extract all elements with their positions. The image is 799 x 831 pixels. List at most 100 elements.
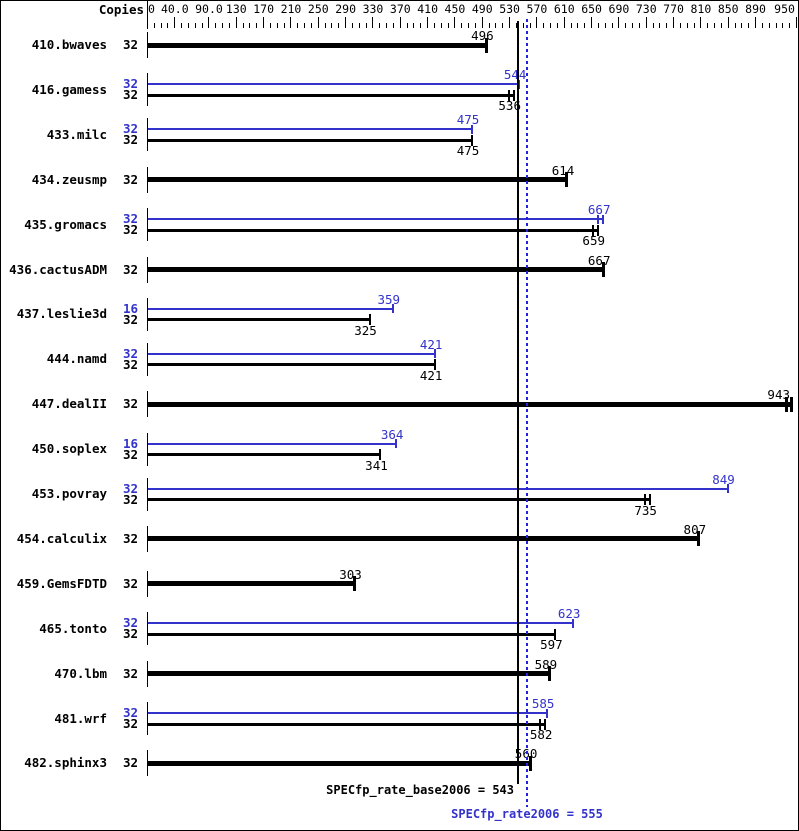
axis-tick	[324, 23, 326, 28]
copies-value: 32	[122, 716, 138, 731]
axis-tick	[509, 17, 511, 28]
axis-tick	[242, 23, 244, 28]
axis-tick	[420, 23, 422, 28]
copies-value: 32	[122, 87, 138, 103]
axis-tick	[372, 17, 374, 28]
axis-tick	[399, 17, 401, 28]
axis-tick	[331, 23, 333, 28]
ref-line-base	[517, 21, 520, 784]
bar-end-tick	[471, 124, 474, 134]
score-label: 807	[683, 521, 707, 537]
benchmark-label: 433.milc	[46, 126, 107, 142]
axis-tick	[570, 23, 572, 28]
axis-tick-label: 450	[444, 2, 466, 16]
peak-rate-summary: SPECfp_rate2006 = 555	[451, 807, 603, 821]
axis-tick	[345, 17, 347, 28]
row-baseline	[147, 297, 148, 331]
axis-tick	[222, 23, 224, 28]
axis-tick	[181, 23, 183, 28]
copies-value: 16	[122, 435, 138, 451]
benchmark-label: 444.namd	[46, 351, 107, 367]
score-label: 421	[419, 367, 443, 383]
axis-tick	[515, 23, 517, 28]
ref-line-peak	[525, 19, 528, 807]
axis-tick-label: 730	[635, 2, 657, 16]
benchmark-label: 453.povray	[31, 486, 107, 501]
axis-tick	[741, 23, 743, 28]
copies-value: 32	[122, 356, 138, 372]
axis-tick	[597, 23, 599, 28]
bar-end-tick	[790, 396, 794, 412]
axis-tick	[686, 23, 688, 28]
axis-tick-label: 210	[280, 2, 302, 16]
axis-tick	[468, 23, 470, 28]
axis-tick	[201, 23, 203, 28]
benchmark-label: 454.calculix	[16, 530, 107, 546]
bar-end-tick	[544, 718, 547, 730]
bar-end-tick	[512, 89, 515, 101]
copies-value: 32	[122, 171, 138, 187]
row-baseline	[147, 256, 148, 283]
score-label: 544	[503, 67, 527, 83]
bar-end-tick	[601, 262, 605, 277]
row-baseline	[147, 166, 148, 193]
axis-tick	[652, 23, 654, 28]
axis-tick	[693, 23, 695, 28]
axis-tick	[604, 23, 606, 28]
axis-tick	[249, 23, 251, 28]
bar-base	[148, 671, 550, 677]
bar-base	[148, 536, 699, 542]
copies-value: 32	[122, 222, 138, 238]
axis-tick	[645, 17, 647, 28]
bar-end-tick	[697, 531, 701, 547]
row-baseline	[147, 118, 148, 152]
axis-tick	[208, 17, 210, 28]
benchmark-label: 410.bwaves	[31, 37, 107, 52]
bar-base	[148, 363, 436, 367]
axis-tick	[174, 17, 176, 28]
axis-tick	[495, 23, 497, 28]
axis-tick	[433, 23, 435, 28]
axis-tick	[673, 17, 675, 28]
axis-tick-label: 690	[608, 2, 630, 16]
axis-tick	[283, 23, 285, 28]
copies-value: 32	[122, 211, 138, 227]
y-axis-line	[147, 1, 148, 29]
axis-tick-label: 290	[335, 2, 357, 16]
score-label: 585	[531, 696, 555, 711]
axis-tick	[522, 23, 524, 28]
axis-tick	[440, 23, 442, 28]
axis-tick-label: 170	[253, 2, 275, 16]
axis-tick	[796, 17, 798, 28]
bar-end-tick	[471, 134, 474, 146]
row-baseline	[147, 32, 148, 58]
bar-end-tick	[546, 708, 549, 718]
axis-tick	[269, 23, 271, 28]
axis-tick-label: 950	[774, 2, 795, 16]
copies-value: 32	[122, 705, 138, 720]
axis-tick	[638, 23, 640, 28]
score-label: 341	[365, 457, 388, 473]
axis-tick	[153, 23, 155, 28]
bar-base	[148, 498, 650, 501]
axis-tick	[304, 23, 306, 28]
score-label: 364	[380, 426, 404, 442]
benchmark-label: 465.tonto	[39, 620, 107, 636]
bar-end-tick	[379, 449, 382, 461]
row-baseline	[147, 432, 148, 466]
axis-tick	[700, 17, 702, 28]
bar-peak	[148, 487, 728, 490]
axis-tick	[591, 17, 593, 28]
axis-tick-label: 410	[417, 2, 438, 16]
axis-tick	[502, 23, 504, 28]
bar-end-tick	[391, 304, 394, 314]
bar-peak	[148, 622, 574, 625]
row-baseline	[147, 750, 148, 777]
bar-peak	[148, 83, 520, 86]
axis-tick	[317, 17, 319, 28]
bar-base	[148, 228, 598, 232]
bar-range-tick	[643, 494, 646, 505]
axis-tick	[263, 17, 265, 28]
axis-tick	[365, 23, 367, 28]
